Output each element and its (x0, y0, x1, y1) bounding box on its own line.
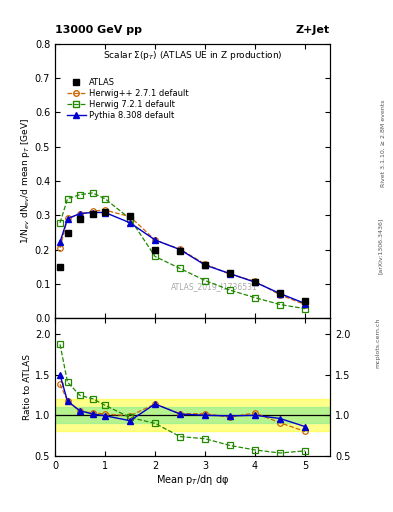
Text: 13000 GeV pp: 13000 GeV pp (55, 25, 142, 35)
Text: ATLAS_2019_I1736531: ATLAS_2019_I1736531 (171, 282, 258, 291)
Legend: ATLAS, Herwig++ 2.7.1 default, Herwig 7.2.1 default, Pythia 8.308 default: ATLAS, Herwig++ 2.7.1 default, Herwig 7.… (65, 75, 191, 122)
Text: mcplots.cern.ch: mcplots.cern.ch (376, 318, 380, 368)
Bar (55, 399, 330, 432)
Y-axis label: 1/N$_{ev}$ dN$_{ev}$/d mean p$_T$ [GeV]: 1/N$_{ev}$ dN$_{ev}$/d mean p$_T$ [GeV] (19, 118, 32, 244)
Text: [arXiv:1306.3436]: [arXiv:1306.3436] (378, 218, 383, 274)
X-axis label: Mean p$_T$/dη dφ: Mean p$_T$/dη dφ (156, 473, 229, 487)
Text: Z+Jet: Z+Jet (296, 25, 330, 35)
Text: Scalar Σ(p$_T$) (ATLAS UE in Z production): Scalar Σ(p$_T$) (ATLAS UE in Z productio… (103, 49, 283, 62)
Text: Rivet 3.1.10, ≥ 2.8M events: Rivet 3.1.10, ≥ 2.8M events (381, 100, 386, 187)
Bar (55, 407, 330, 423)
Y-axis label: Ratio to ATLAS: Ratio to ATLAS (23, 354, 32, 420)
